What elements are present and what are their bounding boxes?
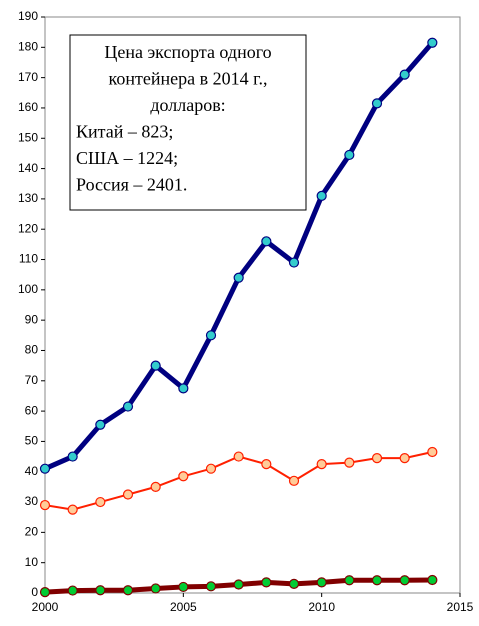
point — [178, 383, 189, 394]
point — [261, 459, 272, 470]
y-tick-label: 70 — [25, 373, 39, 387]
point — [316, 459, 327, 470]
point — [233, 272, 244, 283]
point — [67, 585, 78, 596]
annotation-line: долларов: — [150, 95, 225, 115]
point — [288, 257, 300, 268]
point — [371, 452, 383, 464]
annotation-line: США – 1224; — [76, 148, 178, 168]
point — [95, 496, 106, 508]
y-tick-label: 100 — [18, 282, 38, 296]
y-tick-label: 30 — [25, 494, 39, 508]
point — [399, 575, 410, 586]
y-tick-label: 180 — [18, 39, 38, 53]
point — [261, 236, 272, 247]
y-tick-label: 90 — [25, 312, 39, 326]
y-tick-label: 10 — [25, 555, 39, 569]
point — [316, 190, 327, 201]
point — [427, 37, 438, 48]
point — [39, 463, 51, 474]
point — [399, 452, 410, 464]
y-tick-label: 80 — [25, 343, 39, 357]
point — [288, 475, 300, 486]
y-tick-label: 110 — [19, 252, 38, 266]
point — [233, 451, 244, 462]
point — [178, 471, 189, 482]
point — [178, 581, 189, 593]
point — [39, 586, 51, 598]
point — [95, 419, 106, 430]
point — [233, 579, 244, 590]
y-tick-label: 50 — [25, 434, 39, 448]
x-tick-label: 2010 — [308, 600, 335, 614]
point — [122, 585, 134, 596]
y-tick-label: 140 — [18, 161, 38, 175]
plot-area — [44, 16, 461, 594]
annotation-line: Китай – 823; — [76, 122, 173, 142]
point — [371, 98, 383, 109]
point — [205, 330, 217, 341]
y-tick-label: 0 — [31, 585, 38, 599]
y-tick-label: 40 — [25, 464, 39, 478]
x-tick-label: 2005 — [170, 600, 197, 614]
point — [95, 585, 106, 596]
annotation-line: Цена экспорта одного — [104, 42, 271, 62]
annotation-box — [69, 34, 307, 211]
point — [288, 578, 300, 590]
y-tick-label: 120 — [18, 221, 38, 235]
x-tick-label: 2000 — [32, 600, 59, 614]
y-tick-label: 150 — [18, 130, 38, 144]
point — [150, 481, 161, 492]
point — [344, 149, 355, 161]
y-tick-label: 170 — [18, 70, 38, 84]
y-tick-label: 20 — [25, 525, 39, 539]
point — [150, 583, 161, 594]
point — [150, 360, 161, 371]
point — [371, 575, 383, 586]
point — [122, 489, 134, 500]
point — [205, 581, 217, 592]
y-tick-label: 190 — [18, 9, 38, 23]
y-tick-label: 160 — [18, 100, 38, 114]
x-tick-label: 2015 — [447, 600, 474, 614]
point — [261, 577, 272, 588]
point — [205, 463, 217, 474]
annotation-line: Россия – 2401. — [76, 175, 187, 195]
annotation-line: контейнера в 2014 г., — [109, 69, 268, 89]
y-tick-label: 60 — [25, 403, 39, 417]
point — [399, 69, 410, 80]
point — [316, 577, 327, 588]
point — [344, 457, 355, 468]
point — [67, 451, 78, 462]
point — [427, 574, 438, 586]
point — [39, 499, 51, 511]
point — [67, 504, 78, 515]
point — [427, 446, 438, 458]
y-tick-label: 130 — [18, 191, 38, 205]
point — [122, 401, 134, 412]
point — [344, 575, 355, 586]
